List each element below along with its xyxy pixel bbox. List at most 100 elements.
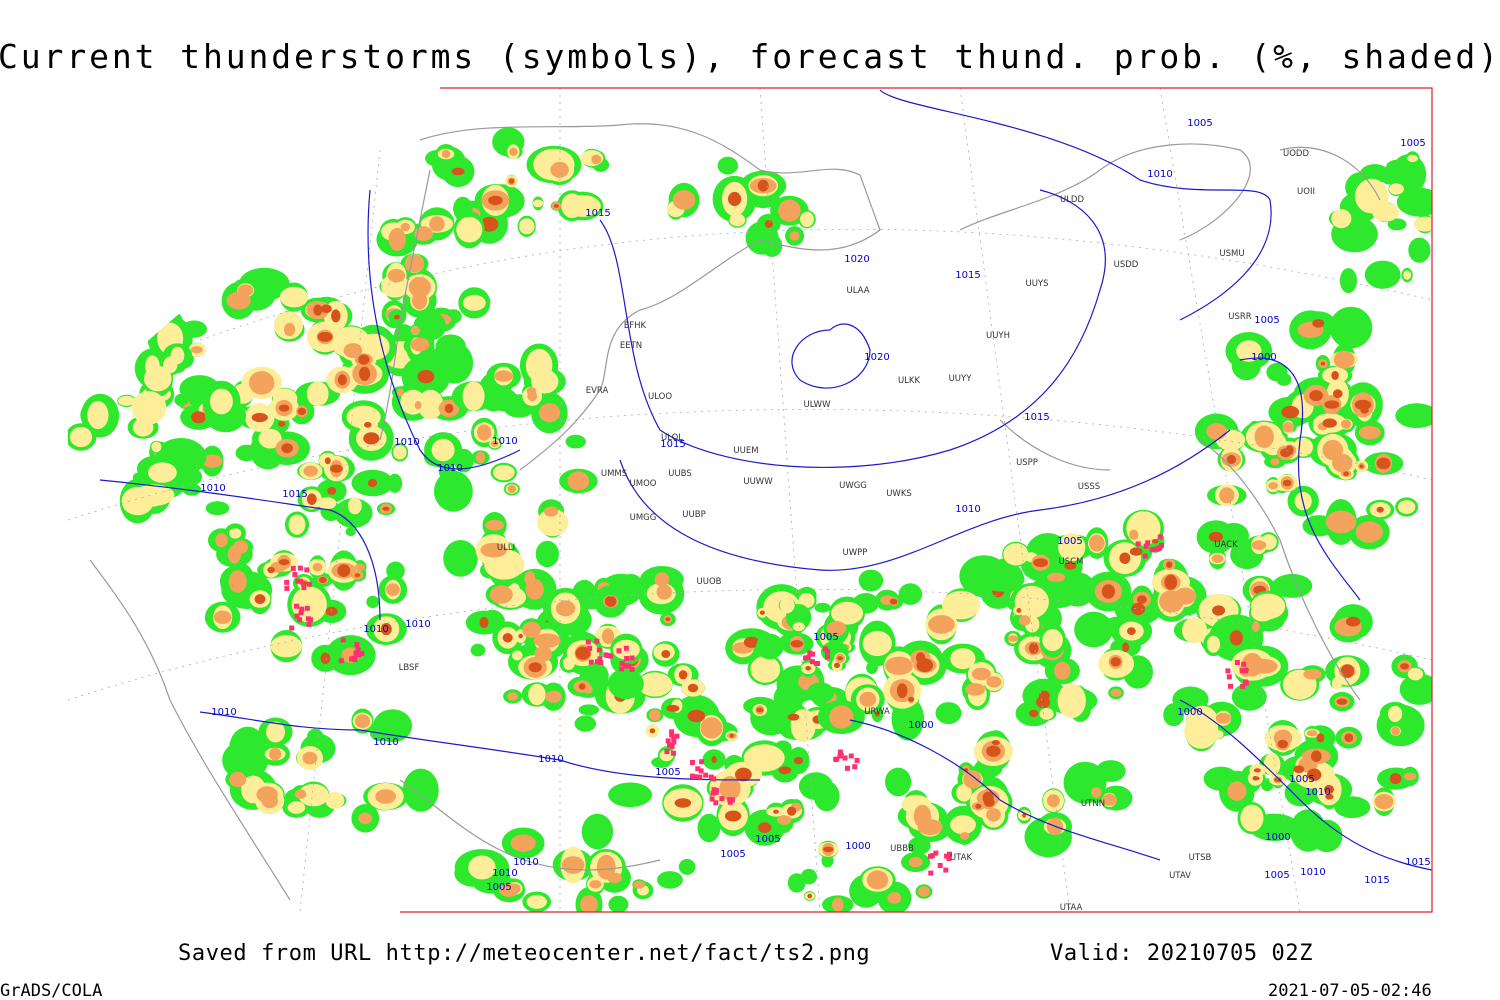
thunderstorm-symbol — [629, 655, 635, 661]
thunderstorm-symbol — [669, 744, 675, 749]
shade-cell — [1311, 750, 1322, 762]
station-label: ULOO — [648, 392, 672, 402]
shade-cell — [908, 696, 915, 702]
shade-cell — [251, 412, 268, 423]
shade-cell — [382, 506, 390, 511]
shade-cell — [757, 179, 769, 192]
shade-cell — [475, 451, 486, 464]
station-label: UTAV — [1169, 871, 1191, 881]
shade-cell — [209, 388, 233, 415]
station-label: UWKS — [886, 489, 912, 499]
shade-cell — [222, 740, 269, 781]
shade-cell — [743, 744, 785, 772]
shade-cell — [914, 816, 926, 826]
graticule — [68, 88, 1432, 912]
thunderstorm-symbol — [848, 753, 854, 759]
shade-cell — [508, 178, 515, 184]
shade-cell — [1324, 400, 1340, 409]
shade-cell — [284, 322, 296, 337]
shade-cell — [256, 786, 278, 803]
shade-cell — [367, 479, 378, 487]
thunderstorm-symbol — [807, 650, 813, 656]
shade-cell — [267, 566, 275, 574]
shade-cell — [1325, 510, 1357, 534]
thunderstorm-symbol — [697, 774, 703, 780]
isobar-label: 1010 — [394, 437, 419, 448]
shade-cell — [313, 304, 323, 316]
shade-cell — [700, 717, 723, 739]
shade-cell — [834, 662, 840, 668]
thunderstorm-symbol — [671, 739, 677, 745]
thunderstorm-symbol — [1241, 661, 1247, 667]
shade-cell — [963, 770, 982, 789]
shade-cell — [233, 540, 249, 554]
shade-cell — [743, 636, 760, 648]
shade-cell — [580, 895, 598, 912]
shade-cell — [1345, 616, 1361, 627]
thunderstorm-symbol — [822, 646, 828, 652]
shade-cell — [1226, 455, 1237, 464]
shade-cell — [1254, 425, 1274, 449]
shade-cell — [1236, 340, 1262, 362]
shade-cell — [410, 326, 421, 335]
shade-cell — [800, 868, 818, 885]
shade-cell — [1173, 587, 1197, 605]
shade-cell — [278, 421, 286, 427]
thunderstorm-symbol — [695, 766, 701, 772]
shade-cell — [1164, 574, 1178, 590]
shade-cell — [502, 633, 513, 643]
station-label: ULOL — [661, 433, 683, 443]
thunderstorm-symbol — [698, 768, 704, 774]
station-label: ULLI — [497, 543, 515, 553]
shade-cell — [674, 798, 692, 808]
shade-cell — [402, 768, 439, 812]
thunderstorm-symbol — [306, 581, 312, 587]
shade-cell — [488, 195, 503, 206]
shade-cell — [507, 692, 519, 701]
thunderstorm-symbol — [1142, 553, 1148, 559]
shade-cell — [1090, 787, 1102, 798]
thunderstorm-symbol — [1149, 547, 1155, 553]
isobar-label: 1020 — [844, 254, 869, 265]
isobar-label: 1010 — [373, 737, 398, 748]
shade-cell — [331, 309, 341, 323]
shade-cell — [1046, 572, 1066, 582]
shade-cell — [1250, 593, 1286, 620]
shade-cell — [281, 443, 293, 454]
shade-cell — [1307, 768, 1322, 781]
station-label: ULKK — [898, 376, 921, 386]
isobar-label: 1005 — [1264, 870, 1289, 881]
station-label: UWGG — [839, 481, 867, 491]
isobar-label: 1010 — [1300, 867, 1325, 878]
shade-cell — [1089, 534, 1105, 552]
shade-cell — [950, 815, 976, 835]
shade-cell — [346, 405, 381, 429]
shade-cell — [494, 370, 513, 382]
shade-cell — [837, 656, 843, 661]
station-label: USSS — [1078, 482, 1100, 492]
map-frame — [400, 87, 1433, 913]
shade-cell — [866, 870, 889, 890]
title: Current thunderstorms (symbols), forecas… — [0, 37, 1498, 76]
shade-cell — [607, 668, 644, 700]
shade-cell — [971, 667, 991, 681]
isobar-label: 1005 — [486, 882, 511, 893]
thunderstorm-symbol — [810, 651, 816, 657]
shade-cell — [711, 756, 717, 764]
thunderstorm-symbol — [814, 660, 820, 666]
shade-cell — [637, 672, 673, 697]
shade-cell — [1219, 487, 1235, 504]
isobar-label: 1010 — [538, 754, 563, 765]
shade-cell — [537, 508, 569, 537]
isobar-label: 1020 — [864, 352, 889, 363]
shade-cell — [414, 226, 433, 242]
thunderstorm-symbol — [1240, 683, 1246, 689]
isobar-label: 1005 — [1289, 774, 1314, 785]
shade-cell — [1303, 668, 1322, 680]
thunderstorm-symbol — [1226, 674, 1232, 680]
thunderstorm-symbol — [809, 659, 815, 665]
thunderstorm-symbol — [306, 621, 312, 627]
shade-cell — [898, 583, 923, 605]
shade-cell — [1293, 765, 1305, 774]
